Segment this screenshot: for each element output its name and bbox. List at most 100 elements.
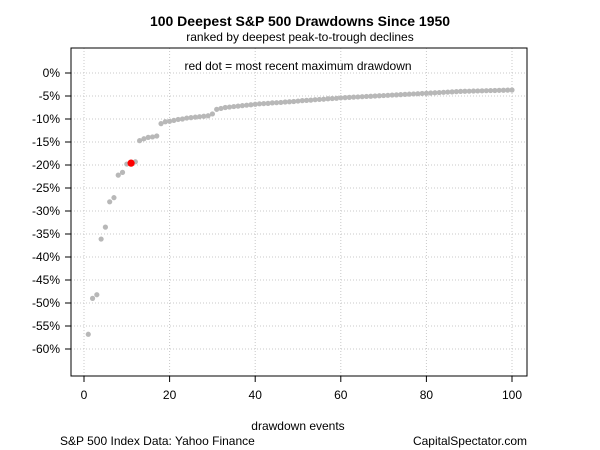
drawdown-point (162, 119, 168, 125)
y-tick-label: 0% (43, 66, 61, 80)
drawdown-point (316, 96, 322, 103)
y-tick-label: -50% (32, 296, 60, 310)
drawdown-point (470, 88, 477, 94)
y-tick-label: -5% (39, 89, 61, 103)
drawdown-point (145, 134, 151, 140)
drawdown-point (436, 89, 442, 96)
x-tick-label: 100 (502, 388, 522, 402)
drawdown-point (256, 101, 263, 107)
drawdown-point (205, 113, 211, 119)
drawdown-point (179, 116, 186, 122)
drawdown-point (410, 91, 417, 97)
drawdown-point (466, 88, 472, 94)
data-points (85, 87, 515, 337)
drawdown-point (479, 88, 485, 94)
drawdown-point (346, 94, 352, 100)
x-tick-label: 0 (81, 388, 88, 402)
drawdown-point (286, 99, 293, 105)
drawdown-point (342, 95, 348, 101)
plot-frame (70, 47, 528, 377)
drawdown-point (445, 89, 451, 95)
drawdown-point (107, 199, 113, 205)
x-axis-label: drawdown events (251, 419, 344, 433)
chart-title: 100 Deepest S&P 500 Drawdowns Since 1950 (150, 13, 450, 29)
drawdown-point (167, 118, 173, 124)
drawdown-point (261, 100, 267, 107)
drawdown-point (393, 92, 400, 98)
y-tick-label: -40% (32, 250, 60, 264)
drawdown-point (184, 115, 190, 121)
y-tick-label: -15% (32, 135, 60, 149)
drawdown-point (509, 87, 515, 93)
drawdown-point (244, 102, 250, 108)
drawdown-point (440, 89, 447, 95)
drawdown-point (389, 92, 395, 98)
drawdown-point (500, 87, 507, 93)
y-tick-label: -10% (32, 112, 60, 126)
x-tick-label: 80 (420, 388, 434, 402)
grid-lines (71, 48, 527, 376)
drawdown-point (171, 117, 177, 123)
y-tick-label: -30% (32, 204, 60, 218)
drawdown-point (218, 105, 224, 112)
drawdown-point (175, 116, 181, 123)
x-tick-label: 20 (163, 388, 177, 402)
drawdown-point (119, 169, 126, 175)
drawdown-point (325, 96, 331, 102)
drawdown-point (496, 87, 502, 93)
drawdown-point (282, 99, 288, 105)
drawdown-point (111, 195, 117, 201)
drawdown-point (398, 92, 404, 98)
drawdown-point (196, 114, 203, 120)
y-tick-label: -20% (32, 158, 60, 172)
chart-annotation: red dot = most recent maximum drawdown (184, 59, 411, 73)
drawdown-point (188, 115, 194, 121)
drawdown-point (115, 172, 121, 178)
site-credit: CapitalSpectator.com (413, 434, 527, 448)
drawdown-point (492, 87, 498, 94)
recent-drawdown-point (127, 159, 135, 167)
x-tick-label: 40 (249, 388, 263, 402)
drawdown-point (137, 138, 143, 144)
drawdown-point (98, 236, 104, 242)
drawdown-point (299, 98, 305, 104)
drawdown-point (372, 93, 378, 99)
drawdown-point (252, 101, 258, 107)
axis-ticks: 0% -5% -10% -15% -20% -25% -30% -35% -40% -45% -50… (32, 66, 522, 402)
drawdown-point (239, 103, 245, 109)
drawdown-point (338, 95, 344, 101)
drawdown-point (235, 103, 241, 109)
drawdown-point (94, 292, 100, 298)
drawdown-point (453, 89, 459, 95)
drawdown-point (308, 97, 314, 103)
drawdown-point (385, 92, 391, 98)
drawdown-point (483, 88, 489, 94)
drawdown-point (363, 93, 370, 100)
drawdown-point (141, 136, 147, 142)
drawdown-point (462, 88, 468, 94)
y-tick-label: -60% (32, 342, 60, 356)
y-tick-label: -55% (32, 319, 60, 333)
drawdown-point (274, 100, 280, 106)
drawdown-point (158, 121, 164, 127)
drawdown-point (226, 104, 233, 110)
drawdown-point (209, 111, 215, 117)
drawdown-point (269, 100, 275, 106)
drawdown-point (102, 224, 108, 230)
drawdown-point (402, 91, 408, 97)
source-credit: S&P 500 Index Data: Yahoo Finance (60, 434, 255, 448)
drawdown-point (329, 95, 335, 102)
drawdown-point (248, 102, 254, 108)
chart-subtitle: ranked by deepest peak-to-trough decline… (186, 30, 413, 44)
y-tick-label: -45% (32, 273, 60, 287)
drawdown-point (351, 94, 357, 100)
x-tick-label: 60 (334, 388, 348, 402)
drawdown-point (458, 88, 464, 94)
drawdown-point (419, 90, 425, 97)
drawdown-point (406, 91, 412, 97)
drawdown-point (368, 93, 374, 99)
drawdown-point (381, 92, 387, 99)
drawdown-point (303, 97, 310, 103)
drawdown-point (475, 88, 481, 94)
